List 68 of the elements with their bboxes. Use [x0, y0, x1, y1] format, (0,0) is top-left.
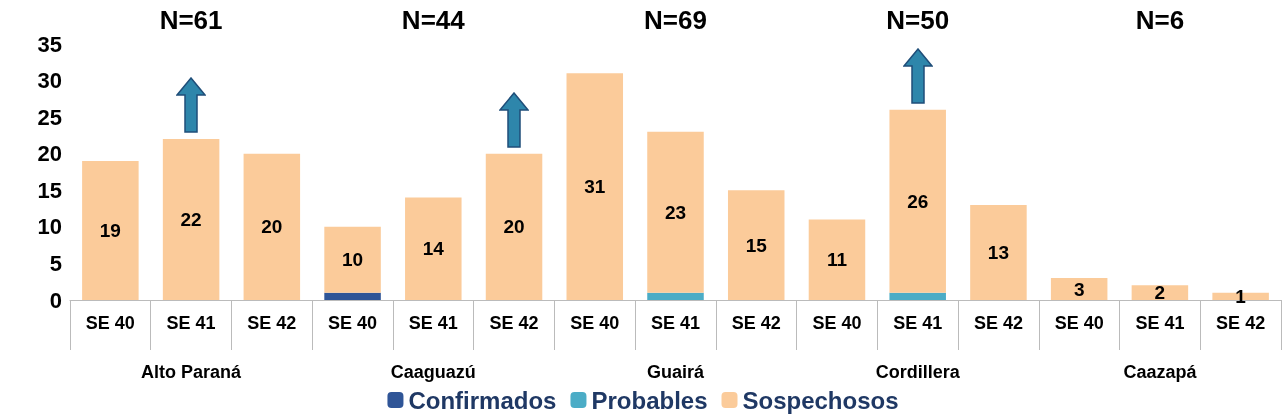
x-tick-label: SE 41 — [893, 313, 943, 333]
text: N=69 — [644, 5, 707, 35]
bar — [405, 197, 462, 300]
text: N=50 — [886, 5, 950, 35]
y-tick-label: 25 — [37, 104, 62, 130]
x-tick-label: SE 40 — [570, 313, 620, 333]
x-tick-label: SE 41 — [166, 313, 216, 333]
total-label: 23 — [664, 201, 687, 223]
y-tick-label: 30 — [37, 68, 62, 94]
total-label: 13 — [987, 241, 1009, 263]
total-label: 14 — [422, 238, 445, 260]
x-tick-label: SE 40 — [812, 313, 862, 333]
y-tick-label: 10 — [37, 214, 62, 240]
total-label: 3 — [1073, 278, 1085, 300]
text: Guairá — [646, 362, 705, 382]
bar — [647, 131, 704, 293]
x-tick-label: SE 40 — [85, 313, 135, 333]
y-tick-label: 35 — [37, 31, 62, 57]
text: N=44 — [401, 5, 466, 35]
x-tick-label: SE 41 — [408, 313, 458, 333]
legend-label: Confirmados — [408, 386, 557, 414]
x-tick-label: SE 42 — [1216, 313, 1266, 333]
x-tick-label: SE 41 — [650, 313, 701, 333]
x-tick-label: SE 42 — [731, 313, 781, 333]
legend-label: Probables — [591, 386, 708, 414]
x-tick-label: SE 42 — [973, 313, 1023, 333]
y-tick-label: 5 — [49, 250, 62, 276]
bar — [566, 73, 624, 300]
x-tick-label: SE 40 — [328, 313, 378, 333]
bar — [727, 190, 785, 300]
total-label: 19 — [99, 220, 121, 242]
x-tick-label: SE 41 — [1135, 313, 1185, 333]
bar — [1131, 285, 1189, 300]
total-label: 26 — [907, 190, 929, 212]
y-tick-label: 15 — [37, 177, 62, 203]
total-label: 20 — [503, 216, 525, 238]
legend-label: Sospechosos — [742, 386, 899, 414]
text: Caazapá — [1123, 362, 1198, 382]
bar — [82, 161, 139, 300]
total-label: 31 — [584, 176, 606, 198]
bar — [162, 139, 220, 300]
text: N=61 — [159, 5, 223, 35]
text: Cordillera — [875, 362, 961, 382]
y-tick-label: 0 — [49, 287, 62, 313]
total-label: 11 — [826, 249, 848, 271]
bar — [889, 109, 946, 293]
bar — [647, 292, 704, 300]
x-tick-label: SE 42 — [489, 313, 539, 333]
x-tick-label: SE 40 — [1054, 313, 1104, 333]
bar — [324, 226, 381, 293]
total-label: 22 — [180, 209, 202, 231]
total-label: 10 — [342, 249, 364, 271]
y-tick-label: 20 — [37, 141, 62, 167]
bar — [1050, 278, 1108, 300]
bar — [243, 153, 301, 300]
x-tick-label: SE 42 — [247, 313, 297, 333]
text: Caaguazú — [390, 362, 476, 382]
total-label: 1 — [1235, 285, 1247, 307]
bar — [485, 153, 543, 300]
total-label: 20 — [261, 216, 283, 238]
bar — [970, 204, 1027, 300]
bar — [889, 292, 946, 300]
bar — [324, 292, 381, 300]
total-label: 2 — [1154, 282, 1166, 304]
text: Alto Paraná — [141, 362, 243, 382]
text: N=6 — [1135, 5, 1185, 35]
bar — [808, 219, 866, 300]
total-label: 15 — [745, 234, 768, 256]
